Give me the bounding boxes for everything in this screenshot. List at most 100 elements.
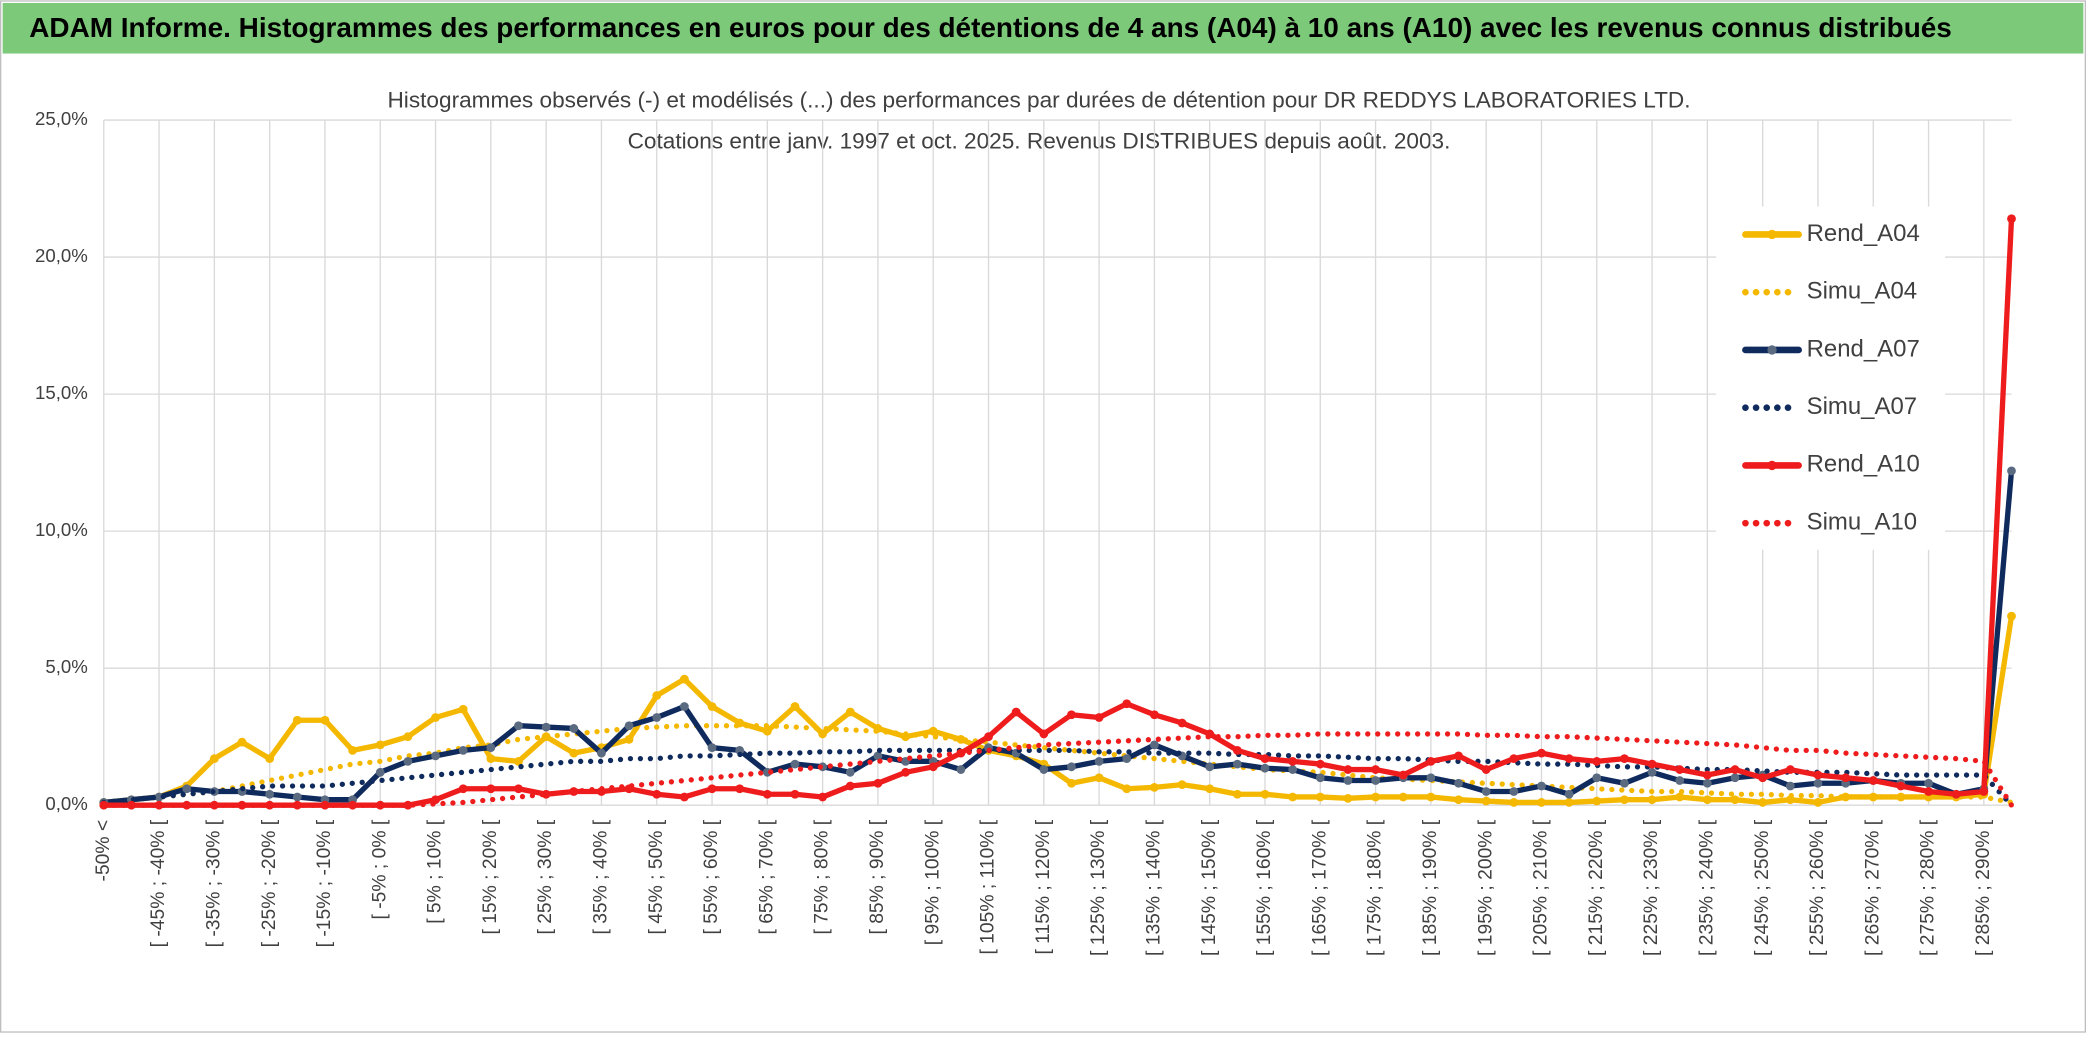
data-point: [818, 792, 828, 802]
data-point: [375, 767, 385, 777]
data-point: [1675, 776, 1685, 785]
data-point: [1426, 792, 1436, 802]
legend-label: Rend_A04: [1807, 220, 1920, 247]
data-point: [1039, 765, 1049, 774]
data-point: [348, 745, 357, 755]
x-tick-label: [ 275% ; 280% [: [1918, 819, 1939, 956]
data-point: [1067, 778, 1076, 788]
data-point: [1924, 787, 1933, 796]
data-point: [292, 800, 302, 810]
data-point: [1094, 713, 1104, 722]
data-point: [1343, 765, 1353, 774]
legend-marker: [1767, 460, 1777, 471]
data-point: [873, 778, 883, 788]
data-point: [1343, 776, 1353, 785]
header-title: ADAM Informe. Histogrammes des performan…: [29, 12, 1952, 43]
x-tick-label: [ 75% ; 80% [: [812, 819, 833, 934]
data-point: [1924, 778, 1933, 788]
x-tick-label: [ -35% ; -30% [: [203, 819, 224, 947]
legend-marker: [1767, 229, 1777, 240]
data-point: [486, 743, 496, 753]
data-point: [375, 740, 385, 750]
data-point: [1454, 778, 1463, 788]
x-tick-label: [ 225% ; 230% [: [1641, 819, 1662, 956]
data-point: [403, 732, 413, 742]
legend-label: Simu_A10: [1807, 508, 1917, 535]
data-point: [1371, 776, 1380, 785]
data-point: [707, 784, 717, 794]
x-tick-label: [ 35% ; 40% [: [591, 819, 612, 934]
data-point: [1067, 710, 1076, 720]
data-point: [1647, 767, 1657, 777]
data-point: [1232, 759, 1242, 769]
data-point: [1426, 773, 1436, 783]
data-point: [1702, 778, 1712, 788]
y-tick-label: 15,0%: [35, 382, 88, 403]
data-point: [1454, 751, 1463, 761]
data-point: [1620, 795, 1629, 805]
data-point: [1205, 762, 1215, 772]
data-point: [1730, 773, 1740, 783]
data-point: [1841, 792, 1851, 802]
data-point: [1620, 778, 1629, 788]
series-line: [101, 723, 2015, 806]
x-tick-label: [ 105% ; 110% [: [978, 819, 999, 954]
data-point: [1813, 778, 1823, 788]
x-tick-label: [ 5% ; 10% [: [425, 819, 446, 924]
data-point: [1288, 756, 1298, 766]
data-point: [182, 784, 192, 794]
data-point: [735, 745, 745, 755]
data-point: [818, 729, 828, 739]
data-point: [1785, 765, 1795, 774]
data-point: [1841, 773, 1851, 783]
data-point: [237, 737, 247, 747]
data-point: [1481, 796, 1491, 806]
data-point: [762, 789, 772, 799]
data-point: [707, 702, 717, 711]
data-point: [679, 792, 689, 802]
y-tick-label: 5,0%: [45, 656, 87, 677]
data-point: [403, 800, 413, 810]
data-point: [1260, 789, 1270, 799]
data-point: [1592, 756, 1602, 766]
data-point: [569, 724, 579, 733]
x-tick-label: [ 115% ; 120% [: [1033, 819, 1054, 954]
data-point: [1675, 765, 1685, 774]
data-point: [1371, 792, 1380, 802]
data-point: [1509, 754, 1519, 763]
chart-title: Histogrammes observés (-) et modélisés (…: [387, 87, 1690, 112]
data-point: [1702, 795, 1712, 805]
data-point: [1564, 798, 1574, 807]
data-point: [1509, 798, 1519, 807]
data-point: [679, 702, 689, 711]
x-tick-label: [ 95% ; 100% [: [922, 819, 943, 945]
legend-label: Rend_A07: [1807, 335, 1920, 362]
data-point: [1150, 710, 1159, 720]
data-point: [707, 743, 717, 753]
data-point: [1122, 754, 1132, 763]
data-point: [1758, 773, 1768, 783]
data-point: [1758, 798, 1768, 807]
x-tick-label: [ 265% ; 270% [: [1862, 819, 1883, 956]
x-tick-label: [ 235% ; 240% [: [1696, 819, 1717, 956]
data-point: [1094, 756, 1104, 766]
x-tick-label: [ 65% ; 70% [: [756, 819, 777, 934]
x-tick-label: [ 185% ; 190% [: [1420, 819, 1441, 956]
data-point: [1620, 754, 1629, 763]
data-point: [1592, 773, 1602, 783]
data-point: [1288, 765, 1298, 774]
x-tick-label: [ 155% ; 160% [: [1254, 819, 1275, 956]
data-point: [1675, 792, 1685, 802]
data-point: [1288, 792, 1298, 802]
data-point: [569, 748, 579, 758]
x-tick-label: [ -5% ; 0% [: [369, 819, 390, 919]
data-point: [1564, 789, 1574, 799]
data-point: [873, 751, 883, 761]
data-point: [1813, 770, 1823, 780]
x-tick-label: [ 195% ; 200% [: [1475, 819, 1496, 956]
x-tick-label: [ 215% ; 220% [: [1586, 819, 1607, 956]
data-point: [514, 756, 523, 766]
y-tick-label: 0,0%: [45, 793, 87, 814]
data-point: [1592, 796, 1602, 806]
y-tick-label: 10,0%: [35, 519, 88, 540]
